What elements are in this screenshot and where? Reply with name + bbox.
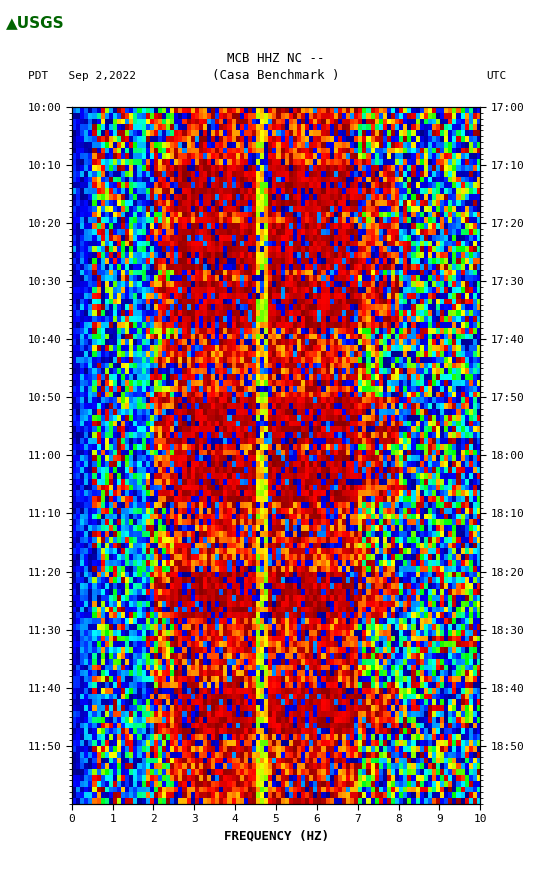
Text: (Casa Benchmark ): (Casa Benchmark ) (213, 70, 339, 82)
Text: PDT   Sep 2,2022: PDT Sep 2,2022 (28, 71, 136, 81)
Text: UTC: UTC (486, 71, 506, 81)
Text: ▲USGS: ▲USGS (6, 15, 64, 29)
Text: MCB HHZ NC --: MCB HHZ NC -- (227, 52, 325, 64)
X-axis label: FREQUENCY (HZ): FREQUENCY (HZ) (224, 830, 328, 843)
